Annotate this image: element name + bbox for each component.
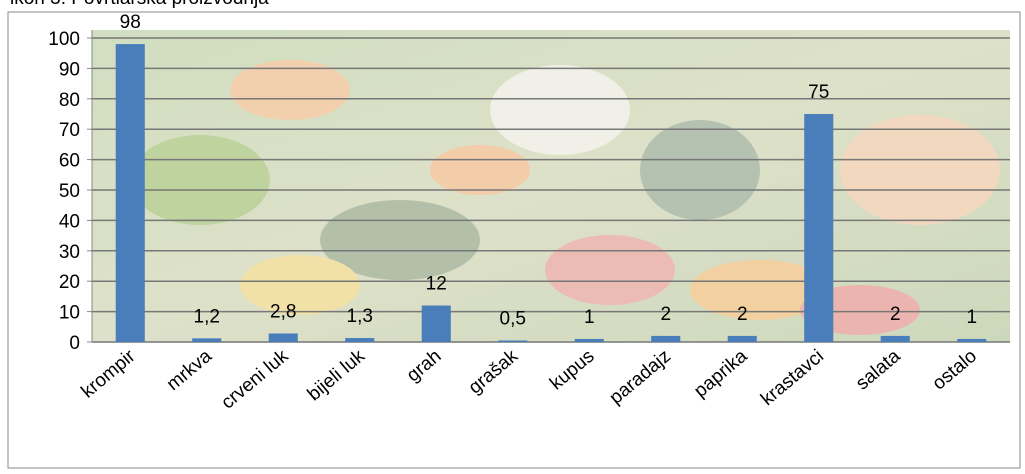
y-tick-label: 50 [59, 181, 80, 202]
data-label: 1,3 [347, 306, 373, 327]
data-label: 2,8 [270, 301, 296, 322]
bar [498, 340, 528, 342]
y-tick-label: 60 [59, 151, 80, 172]
y-tick-label: 90 [59, 59, 80, 80]
bar [804, 114, 834, 342]
data-label: 2 [890, 304, 901, 325]
bar [957, 338, 987, 342]
chart-title: ikon 3. Povrtlarska proizvodnja [10, 0, 269, 9]
bar [268, 333, 298, 342]
background-image [92, 30, 1010, 342]
y-tick-label: 30 [59, 242, 80, 263]
y-tick-label: 80 [59, 90, 80, 111]
bar [651, 335, 681, 342]
data-label: 98 [120, 12, 141, 33]
y-tick-label: 70 [59, 120, 80, 141]
y-tick-label: 0 [69, 333, 80, 354]
bar [574, 338, 604, 342]
bar [345, 338, 375, 342]
data-label: 1 [966, 307, 977, 328]
bar [192, 338, 222, 342]
bar [727, 335, 757, 342]
y-tick-label: 20 [59, 272, 80, 293]
data-label: 1 [584, 307, 595, 328]
y-tick-label: 100 [48, 29, 80, 50]
bar [115, 44, 145, 343]
data-label: 2 [660, 304, 671, 325]
data-label: 1,2 [194, 306, 220, 327]
bar [880, 335, 910, 342]
data-label: 75 [808, 82, 829, 103]
data-label: 12 [426, 274, 447, 295]
bar [421, 305, 451, 342]
data-label: 0,5 [500, 308, 526, 329]
y-tick-label: 10 [59, 303, 80, 324]
data-label: 2 [737, 304, 748, 325]
y-tick-label: 40 [59, 211, 80, 232]
